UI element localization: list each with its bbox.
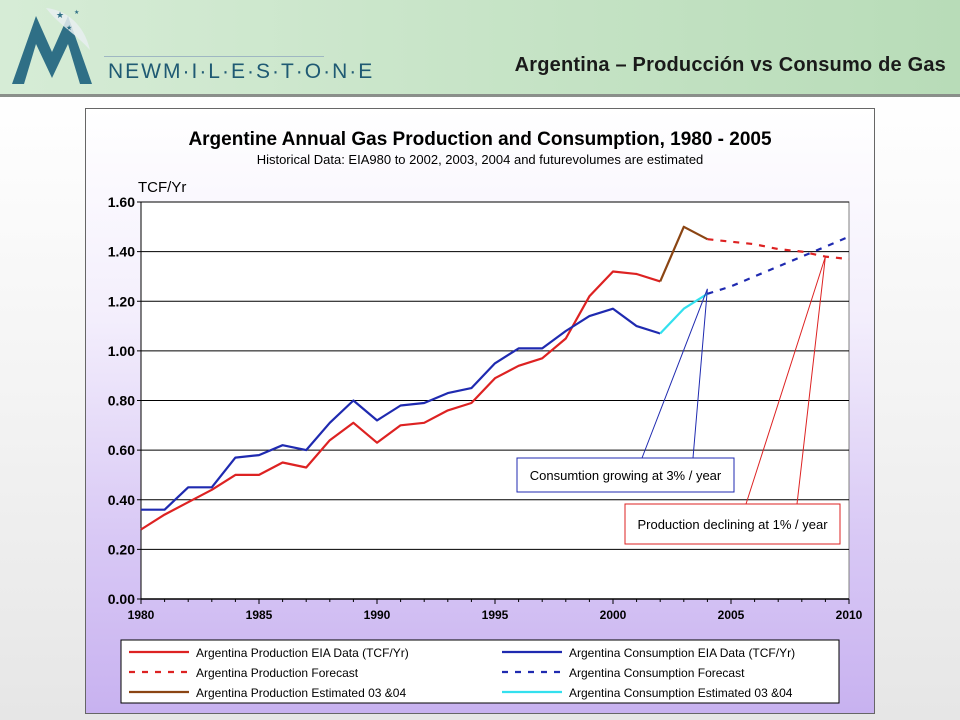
chart-svg: Argentine Annual Gas Production and Cons… xyxy=(108,129,863,704)
legend-label-0: Argentina Production EIA Data (TCF/Yr) xyxy=(196,646,409,660)
x-tick-label: 2010 xyxy=(836,608,863,622)
y-tick-label: 1.40 xyxy=(108,244,135,260)
legend-box xyxy=(120,639,840,704)
callout-text-0: Consumtion growing at 3% / year xyxy=(530,468,722,483)
y-tick-label: 0.80 xyxy=(108,393,135,409)
y-tick-label: 1.60 xyxy=(108,194,135,210)
milestone-logo-icon: ★ ★ ★ xyxy=(12,8,92,84)
y-tick-label: 0.20 xyxy=(108,541,135,557)
x-tick-label: 1990 xyxy=(364,608,391,622)
header-divider xyxy=(0,94,960,97)
callout-pointer-1 xyxy=(745,256,826,505)
x-tick-label: 2005 xyxy=(718,608,745,622)
legend-label-4: Argentina Production Estimated 03 &04 xyxy=(196,686,406,700)
legend-label-5: Argentina Consumption Estimated 03 &04 xyxy=(569,686,793,700)
header-band xyxy=(0,0,960,96)
y-axis-label: TCF/Yr xyxy=(138,179,186,196)
legend-label-3: Argentina Consumption Forecast xyxy=(569,666,745,680)
x-tick-label: 2000 xyxy=(600,608,627,622)
x-tick-label: 1980 xyxy=(128,608,155,622)
svg-text:★: ★ xyxy=(66,24,72,32)
series-line-4 xyxy=(659,225,708,282)
x-tick-label: 1995 xyxy=(482,608,509,622)
callout-pointer-0 xyxy=(641,288,708,459)
chart-title: Argentine Annual Gas Production and Cons… xyxy=(188,129,772,150)
series-line-1 xyxy=(141,307,661,511)
svg-text:★: ★ xyxy=(74,9,79,16)
y-tick-label: 1.00 xyxy=(108,343,135,359)
y-tick-label: 0.40 xyxy=(108,492,135,508)
callout-text-1: Production declining at 1% / year xyxy=(637,517,828,532)
slide-title: Argentina – Producción vs Consumo de Gas xyxy=(514,54,946,76)
series-line-0 xyxy=(140,270,661,531)
series-line-5 xyxy=(659,292,708,335)
y-tick-label: 1.20 xyxy=(108,293,135,309)
legend-label-2: Argentina Production Forecast xyxy=(196,666,359,680)
chart-subtitle: Historical Data: EIA980 to 2002, 2003, 2… xyxy=(257,152,704,167)
svg-text:★: ★ xyxy=(56,10,64,20)
y-tick-label: 0.60 xyxy=(108,442,135,458)
brand-name: NEWM·I·L·E·S·T·O·N·E xyxy=(108,60,375,83)
y-tick-label: 0.00 xyxy=(108,591,135,607)
callout-box-1 xyxy=(624,503,841,545)
legend-label-1: Argentina Consumption EIA Data (TCF/Yr) xyxy=(569,646,795,660)
brand-underline xyxy=(104,56,324,57)
chart-panel: Argentine Annual Gas Production and Cons… xyxy=(85,108,875,714)
callout-box-0 xyxy=(516,457,735,493)
x-tick-label: 1985 xyxy=(246,608,273,622)
